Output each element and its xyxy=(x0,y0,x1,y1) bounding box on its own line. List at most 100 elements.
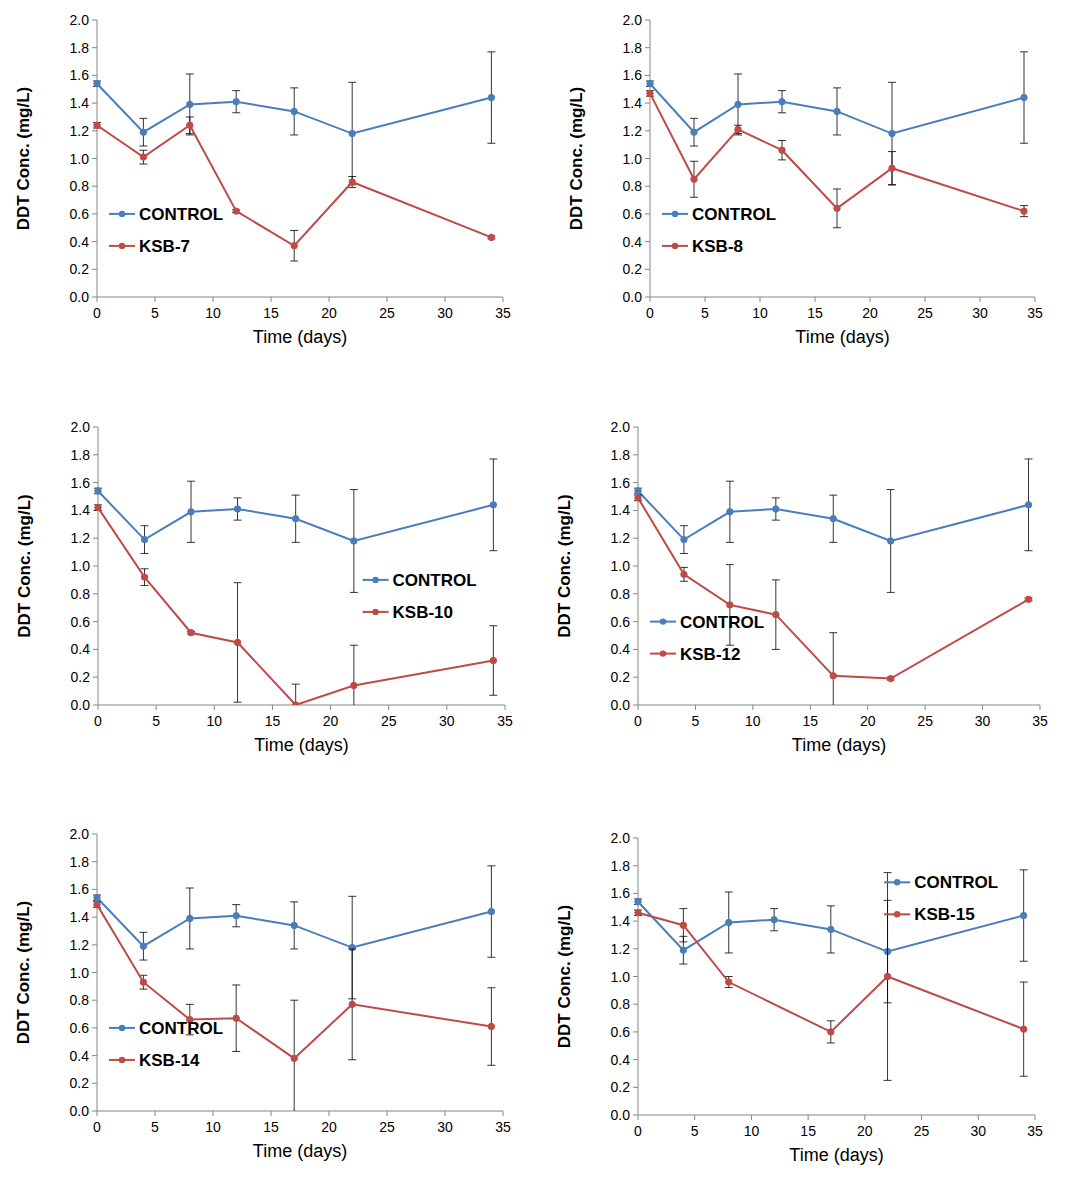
error-cap xyxy=(827,905,835,906)
error-bar xyxy=(290,231,298,261)
legend-label: KSB-15 xyxy=(914,905,974,924)
legend: CONTROLKSB-15 xyxy=(884,873,998,924)
y-tick xyxy=(93,677,98,678)
error-bar xyxy=(93,902,101,908)
error-bar xyxy=(833,88,841,135)
error-cap xyxy=(1020,961,1028,962)
legend-label: CONTROL xyxy=(139,1019,223,1038)
y-tick xyxy=(645,130,650,131)
error-cap xyxy=(734,74,742,75)
error-cap xyxy=(1025,458,1033,459)
error-cap xyxy=(690,146,698,147)
y-tick-label: 0.0 xyxy=(623,289,643,305)
x-tick-label: 25 xyxy=(917,305,933,321)
point xyxy=(140,943,146,949)
y-tick-label: 1.2 xyxy=(71,530,91,546)
y-tick xyxy=(633,921,638,922)
y-tick-label: 0.0 xyxy=(70,289,90,305)
series-line xyxy=(638,913,1024,1032)
point xyxy=(234,506,240,512)
point xyxy=(828,926,834,932)
x-axis xyxy=(650,297,1035,298)
error-cap xyxy=(888,184,896,185)
error-cap xyxy=(186,133,194,134)
y-tick xyxy=(633,1031,638,1032)
point xyxy=(834,205,840,211)
plot-area xyxy=(634,870,1028,1081)
error-bar xyxy=(232,985,240,1051)
point xyxy=(94,122,100,128)
error-bar xyxy=(646,81,654,87)
error-cap xyxy=(690,118,698,119)
error-cap xyxy=(725,892,733,893)
error-cap xyxy=(734,134,742,135)
point xyxy=(647,90,653,96)
y-tick xyxy=(645,241,650,242)
y-tick-label: 0.6 xyxy=(71,614,91,630)
point xyxy=(691,176,697,182)
error-cap xyxy=(489,458,497,459)
legend-marker xyxy=(894,911,900,917)
x-tick-label: 15 xyxy=(800,1123,816,1139)
series-line xyxy=(98,491,493,541)
error-bar xyxy=(93,122,101,128)
point xyxy=(94,81,100,87)
error-cap xyxy=(232,112,240,113)
plot-area xyxy=(646,52,1028,228)
y-tick xyxy=(92,889,97,890)
y-tick-label: 0.2 xyxy=(70,261,90,277)
legend-marker xyxy=(372,609,378,615)
y-tick-label: 1.0 xyxy=(623,151,643,167)
error-cap xyxy=(734,125,742,126)
point xyxy=(351,538,357,544)
x-tick-label: 5 xyxy=(151,305,159,321)
y-tick-label: 2.0 xyxy=(71,419,91,435)
y-tick-label: 2.0 xyxy=(70,826,90,842)
x-tick xyxy=(751,1115,752,1120)
x-tick-label: 25 xyxy=(379,305,395,321)
error-cap xyxy=(778,112,786,113)
point xyxy=(681,571,687,577)
point xyxy=(291,922,297,928)
error-cap xyxy=(778,159,786,160)
y-tick xyxy=(93,454,98,455)
y-tick-label: 1.2 xyxy=(70,937,90,953)
y-tick-label: 0.0 xyxy=(611,697,631,713)
error-bar xyxy=(290,902,298,949)
x-tick-label: 5 xyxy=(692,713,700,729)
x-tick-label: 5 xyxy=(701,305,709,321)
error-cap xyxy=(139,164,147,165)
y-tick xyxy=(633,677,638,678)
panel: 0.00.20.40.60.81.01.21.41.61.82.00510152… xyxy=(14,826,511,1161)
x-tick xyxy=(650,297,651,302)
y-tick xyxy=(93,566,98,567)
y-tick-label: 1.8 xyxy=(71,447,91,463)
x-tick-label: 20 xyxy=(321,1119,337,1135)
error-bar xyxy=(232,905,240,927)
y-tick xyxy=(633,538,638,539)
error-bar xyxy=(487,52,495,143)
error-bar xyxy=(234,498,242,520)
error-cap xyxy=(770,930,778,931)
error-bar xyxy=(778,91,786,113)
y-tick xyxy=(633,593,638,594)
point xyxy=(292,516,298,522)
error-cap xyxy=(489,625,497,626)
y-tick-label: 1.0 xyxy=(70,965,90,981)
error-cap xyxy=(348,187,356,188)
error-cap xyxy=(833,87,841,88)
y-tick xyxy=(93,538,98,539)
error-cap xyxy=(1020,869,1028,870)
y-tick-label: 0.4 xyxy=(611,641,631,657)
error-cap xyxy=(186,948,194,949)
y-tick-label: 0.4 xyxy=(71,641,91,657)
error-cap xyxy=(1020,1076,1028,1077)
error-cap xyxy=(487,865,495,866)
x-tick xyxy=(503,1111,504,1116)
y-tick-label: 1.6 xyxy=(70,881,90,897)
series xyxy=(94,504,497,705)
plot-area xyxy=(634,459,1033,705)
point xyxy=(141,536,147,542)
error-cap xyxy=(141,525,149,526)
error-cap xyxy=(290,134,298,135)
